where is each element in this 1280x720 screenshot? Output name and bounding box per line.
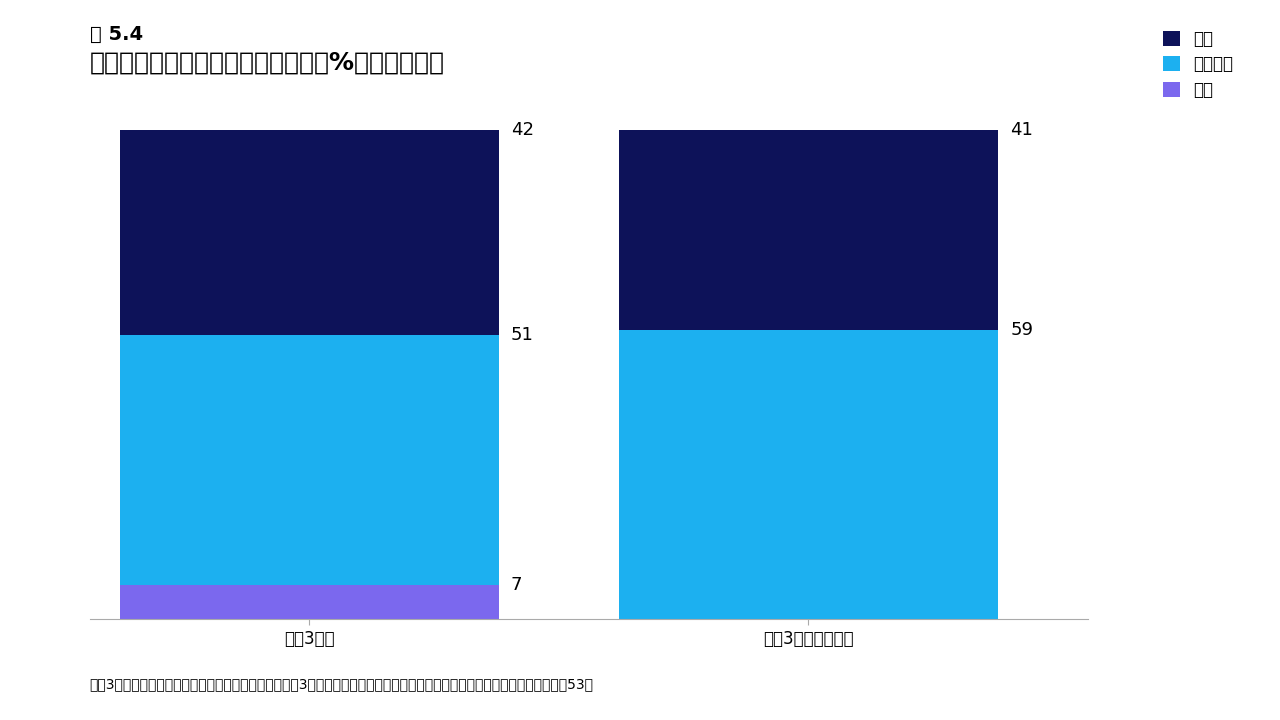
Text: 7: 7 bbox=[511, 576, 522, 594]
Legend: 増加, 変化なし, 減少: 増加, 変化なし, 減少 bbox=[1164, 30, 1233, 99]
Text: 41: 41 bbox=[1010, 120, 1033, 138]
Text: 過去3年間で、金への配分はどう変化しましたか？今後3年間については、どう変化すると見込まれますか？に対する回答数：53。: 過去3年間で、金への配分はどう変化しましたか？今後3年間については、どう変化する… bbox=[90, 678, 594, 691]
Bar bbox=[618, 330, 998, 619]
Text: 金への配分の変化と今後の見込み（%、中央銀行）: 金への配分の変化と今後の見込み（%、中央銀行） bbox=[90, 50, 444, 74]
Text: 図 5.4: 図 5.4 bbox=[90, 25, 143, 44]
Text: 42: 42 bbox=[511, 120, 534, 138]
Bar bbox=[119, 336, 499, 585]
Text: 51: 51 bbox=[511, 326, 534, 344]
Bar bbox=[119, 130, 499, 336]
Bar bbox=[618, 130, 998, 330]
Bar bbox=[119, 585, 499, 619]
Text: 59: 59 bbox=[1010, 321, 1033, 339]
